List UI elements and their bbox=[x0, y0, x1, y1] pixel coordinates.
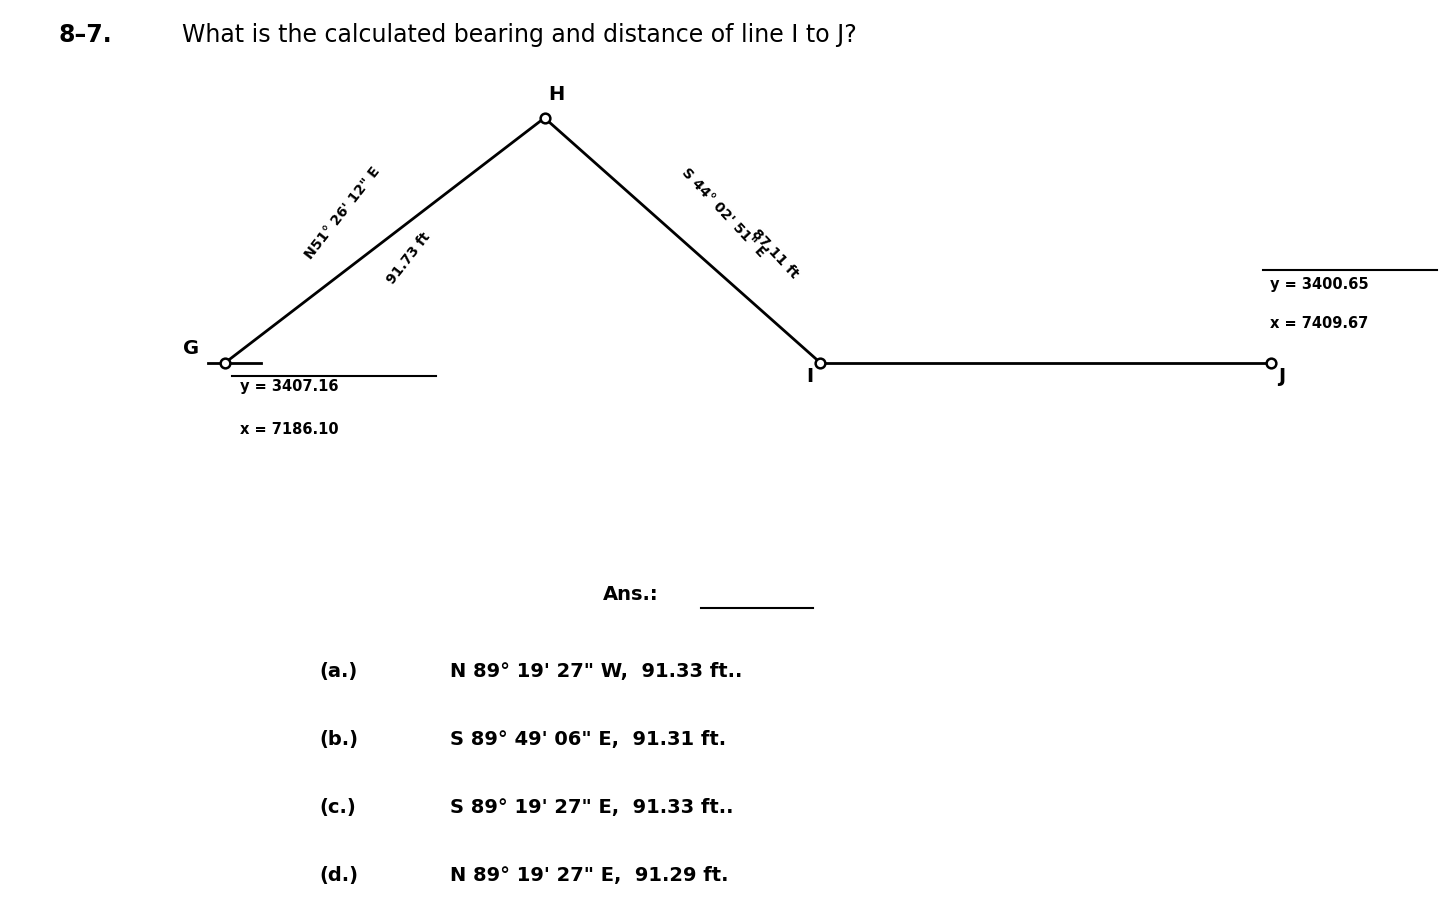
Text: 8–7.: 8–7. bbox=[58, 23, 112, 46]
Text: S 89° 49' 06" E,  91.31 ft.: S 89° 49' 06" E, 91.31 ft. bbox=[450, 730, 726, 749]
Text: S 44° 02' 51" E: S 44° 02' 51" E bbox=[680, 166, 768, 260]
Text: N 89° 19' 27" W,  91.33 ft..: N 89° 19' 27" W, 91.33 ft.. bbox=[450, 662, 742, 681]
Text: y = 3400.65: y = 3400.65 bbox=[1270, 277, 1369, 292]
Text: (d.): (d.) bbox=[319, 866, 359, 885]
Text: H: H bbox=[547, 85, 565, 104]
Text: (c.): (c.) bbox=[319, 798, 356, 817]
Text: N 89° 19' 27" E,  91.29 ft.: N 89° 19' 27" E, 91.29 ft. bbox=[450, 866, 729, 885]
Text: (a.): (a.) bbox=[319, 662, 357, 681]
Text: Ans.:: Ans.: bbox=[603, 585, 658, 604]
Text: I: I bbox=[806, 367, 813, 386]
Text: y = 3407.16: y = 3407.16 bbox=[240, 379, 338, 395]
Text: What is the calculated bearing and distance of line I to J?: What is the calculated bearing and dista… bbox=[167, 23, 857, 46]
Text: x = 7409.67: x = 7409.67 bbox=[1270, 316, 1369, 331]
Text: N51° 26' 12" E: N51° 26' 12" E bbox=[302, 164, 383, 262]
Text: 91.73 ft: 91.73 ft bbox=[383, 230, 433, 288]
Text: G: G bbox=[183, 339, 199, 358]
Text: (b.): (b.) bbox=[319, 730, 359, 749]
Text: 87.11 ft: 87.11 ft bbox=[749, 227, 802, 281]
Text: x = 7186.10: x = 7186.10 bbox=[240, 422, 338, 437]
Text: S 89° 19' 27" E,  91.33 ft..: S 89° 19' 27" E, 91.33 ft.. bbox=[450, 798, 733, 817]
Text: J: J bbox=[1278, 367, 1285, 386]
